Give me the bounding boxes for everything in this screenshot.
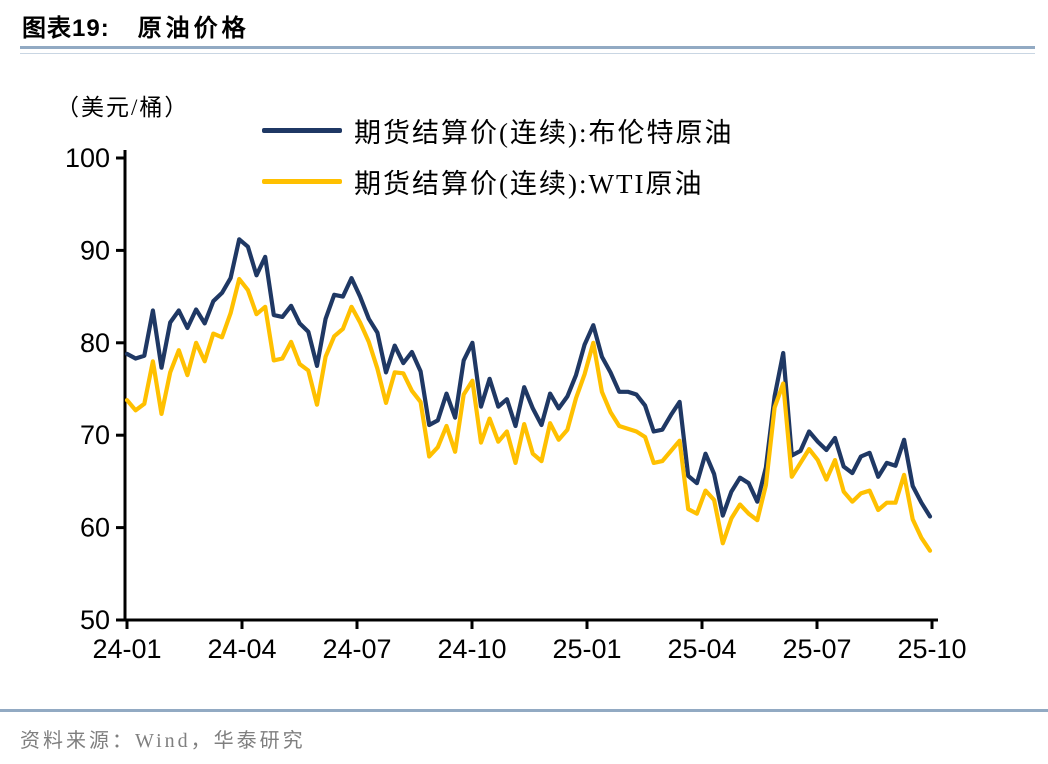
figure-number: 图表19: <box>22 15 110 42</box>
wti-price-line <box>124 276 933 553</box>
source-label: 资料来源： <box>20 730 135 752</box>
x-tick-label: 25-04 <box>667 634 736 664</box>
brent-line-swatch <box>262 127 342 133</box>
source-text: Wind，华泰研究 <box>135 730 306 752</box>
y-axis-unit-label: （美元/桶） <box>56 95 190 120</box>
y-tick-label: 70 <box>80 420 110 450</box>
legend-item-brent: 期货结算价(连续):布伦特原油 <box>262 112 733 148</box>
x-tick-label: 24-04 <box>207 634 276 664</box>
figure-title: 原油价格 <box>137 16 250 42</box>
y-tick-label: 50 <box>80 605 110 635</box>
wti-line-swatch <box>262 178 342 184</box>
y-tick-label: 90 <box>80 235 110 265</box>
footer-divider <box>0 709 1048 712</box>
x-tick-label: 24-01 <box>92 634 161 664</box>
brent-price-line <box>124 237 933 519</box>
x-tick-label: 25-10 <box>897 634 966 664</box>
y-tick-label: 80 <box>80 328 110 358</box>
y-tick-label: 100 <box>65 143 110 173</box>
figure-header: 图表19: 原油价格 <box>22 8 250 43</box>
legend-label-brent: 期货结算价(连续):布伦特原油 <box>354 117 734 148</box>
legend-label-wti: 期货结算价(连续):WTI原油 <box>354 168 704 199</box>
title-divider <box>20 46 1035 54</box>
x-tick-label: 25-01 <box>552 634 621 664</box>
x-tick-label: 24-10 <box>437 634 506 664</box>
x-tick-label: 25-07 <box>782 634 851 664</box>
legend-item-wti: 期货结算价(连续):WTI原油 <box>262 163 733 199</box>
y-tick-label: 60 <box>80 513 110 543</box>
source-note: 资料来源：Wind，华泰研究 <box>20 724 306 753</box>
chart-legend: 期货结算价(连续):布伦特原油 期货结算价(连续):WTI原油 <box>262 112 733 214</box>
x-tick-label: 24-07 <box>322 634 391 664</box>
